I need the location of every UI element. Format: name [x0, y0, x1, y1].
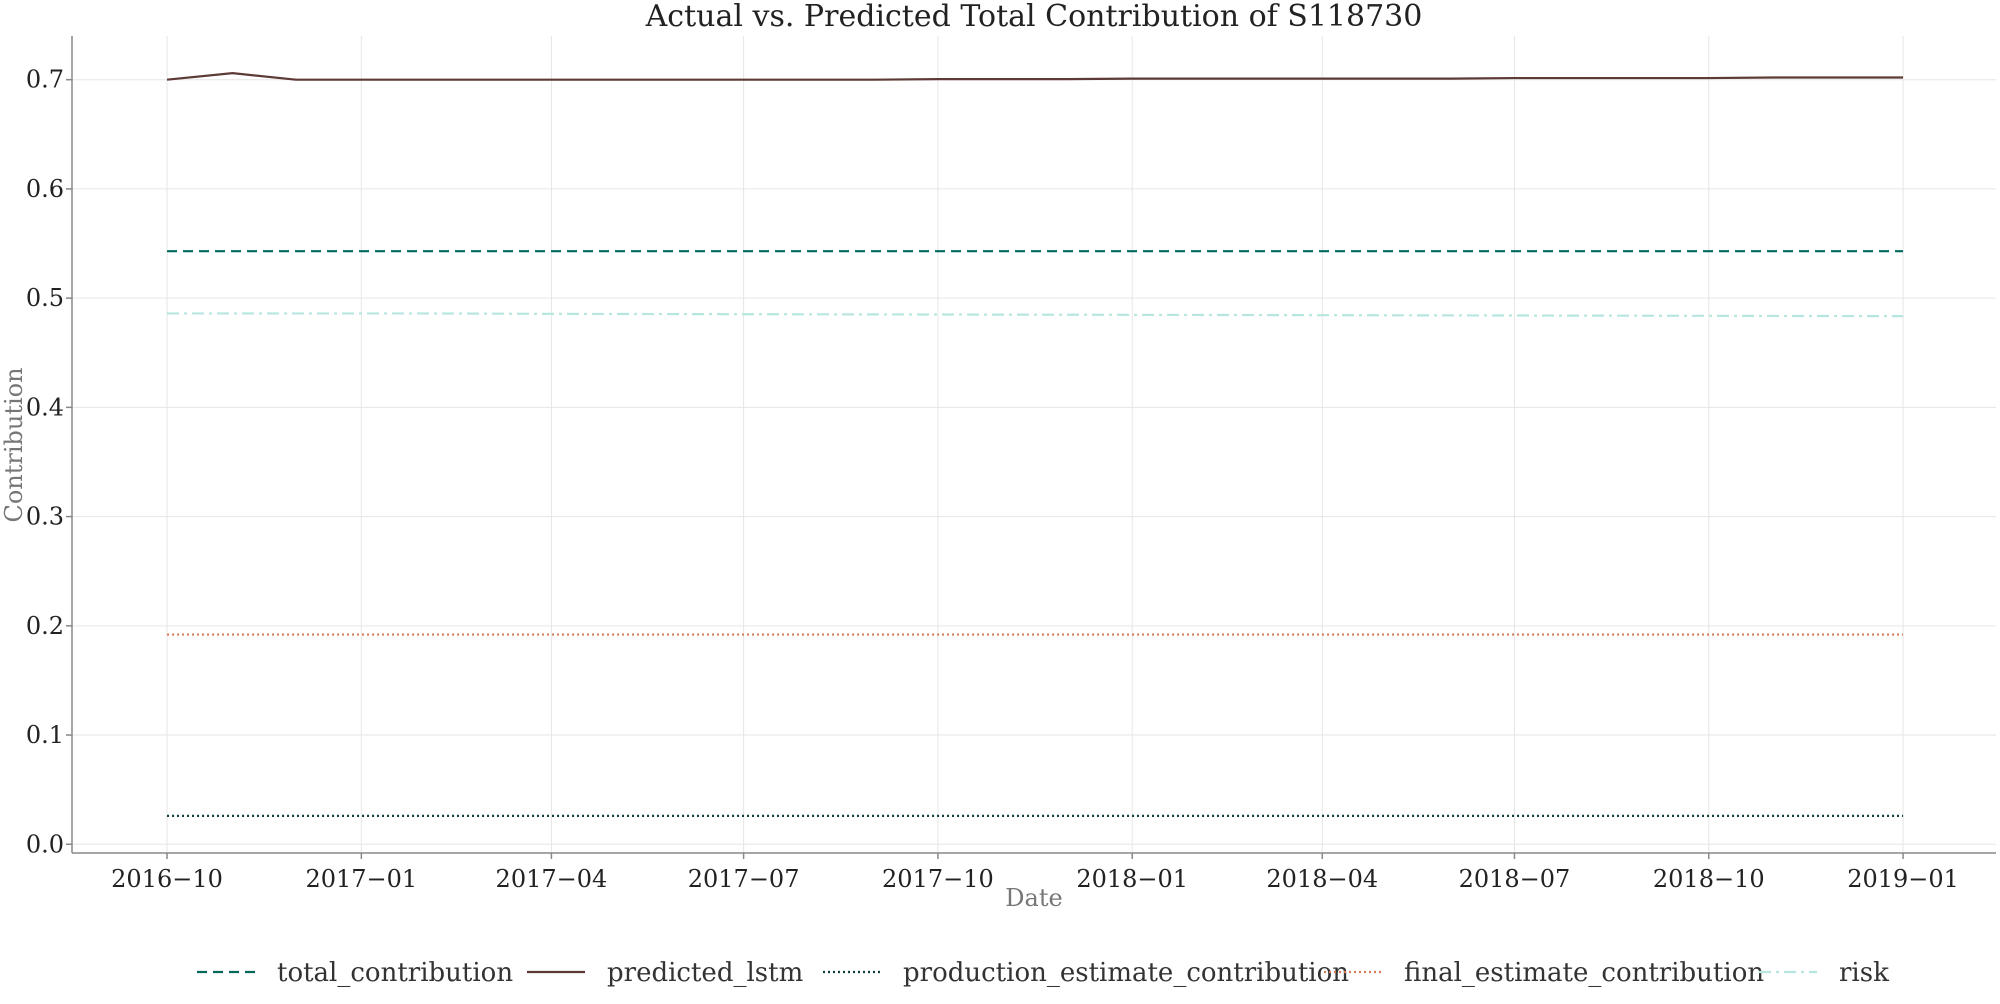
y-tick-label: 0.7 [26, 66, 64, 94]
series-line-risk [167, 312, 1904, 318]
y-axis-label: Contribution [0, 367, 28, 522]
y-tick-label: 0.1 [26, 721, 64, 749]
x-tick-label: 2018−07 [1459, 865, 1571, 893]
series-layer [166, 72, 1904, 817]
x-ticks: 2016−10 2017−01 2017−04 2017−07 2017−10 2018−… [111, 853, 1959, 893]
x-tick-label: 2017−10 [882, 865, 994, 893]
x-tick-label: 2017−01 [305, 865, 417, 893]
grid [72, 36, 1996, 853]
x-tick-label: 2018−10 [1653, 865, 1765, 893]
axes [71, 36, 1996, 854]
legend-label: final_estimate_contribution [1404, 958, 1764, 988]
x-axis-label: Date [1005, 884, 1062, 912]
y-tick-label: 0.2 [26, 612, 64, 640]
legend-label: production_estimate_contribution [903, 958, 1349, 988]
y-tick-label: 0.4 [26, 393, 64, 421]
y-ticks: 0.0 0.1 0.2 0.3 0.4 0.5 0.6 0.7 [26, 66, 72, 858]
y-tick-label: 0.0 [26, 830, 64, 858]
legend-label: predicted_lstm [607, 958, 803, 988]
legend-label: total_contribution [277, 958, 513, 988]
chart-title: Actual vs. Predicted Total Contribution … [645, 0, 1423, 34]
x-tick-label: 2017−04 [496, 865, 608, 893]
legend-label: risk [1839, 958, 1889, 988]
y-tick-label: 0.5 [26, 284, 64, 312]
series-line-predicted-lstm [166, 72, 1904, 81]
y-tick-label: 0.6 [26, 175, 64, 203]
x-tick-label: 2019−01 [1847, 865, 1959, 893]
x-tick-label: 2018−01 [1076, 865, 1188, 893]
legend: total_contribution predicted_lstm producti… [197, 958, 1889, 988]
y-tick-label: 0.3 [26, 503, 64, 531]
x-tick-label: 2018−04 [1266, 865, 1378, 893]
x-tick-label: 2016−10 [111, 865, 223, 893]
x-tick-label: 2017−07 [688, 865, 800, 893]
